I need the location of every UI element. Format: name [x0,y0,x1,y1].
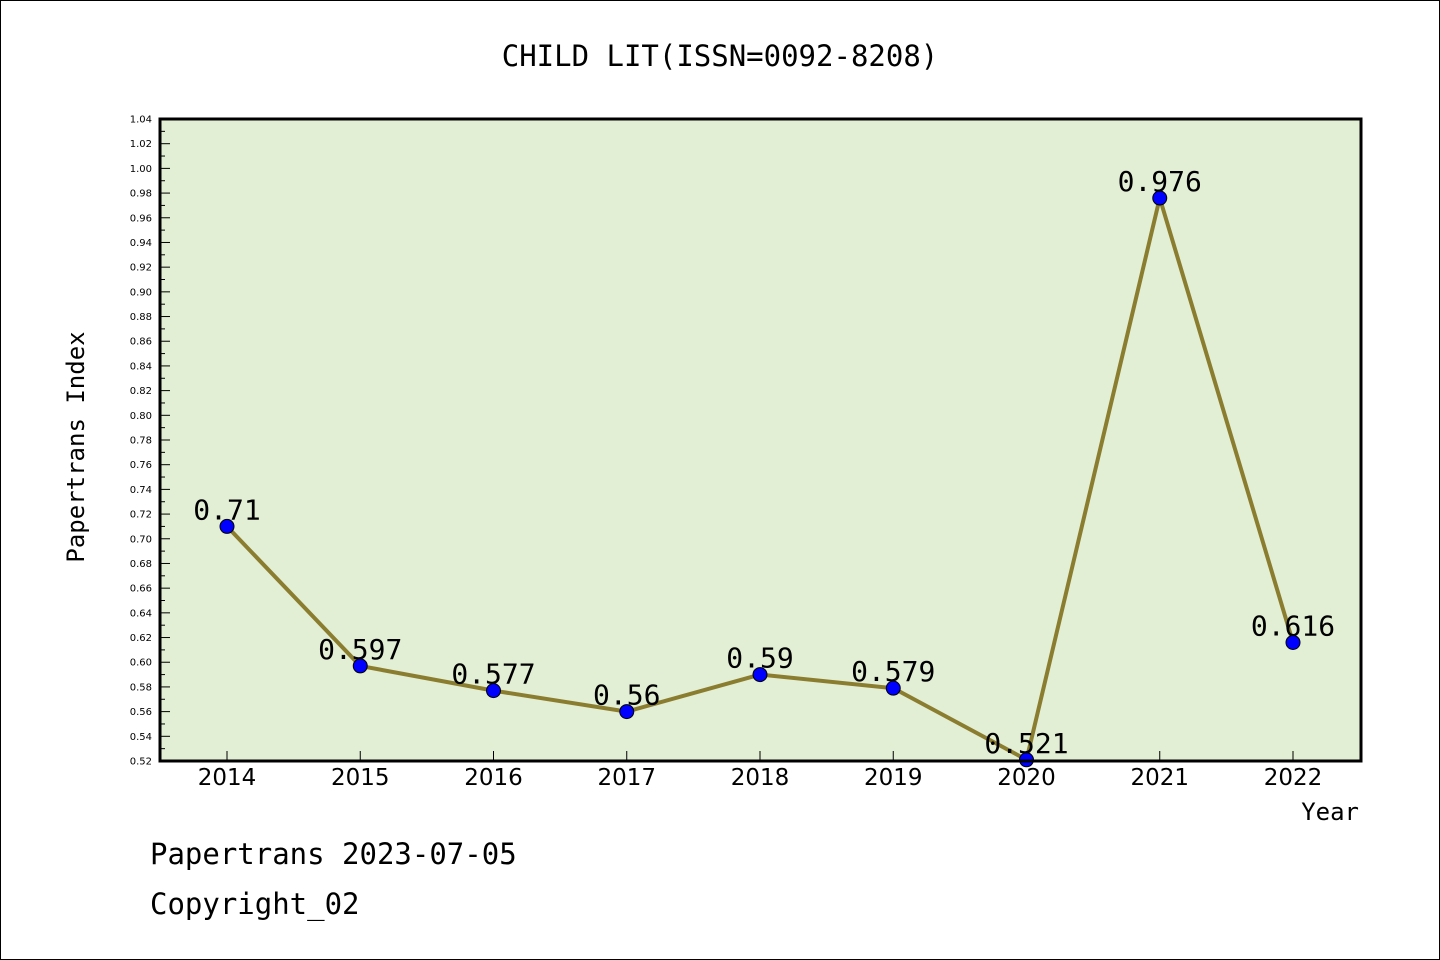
y-tick-label: 0.88 [130,312,152,323]
x-tick-label: 2019 [864,765,923,791]
data-point [1285,634,1301,650]
footer-date-text: Papertrans 2023-07-05 [150,837,517,871]
data-label: 0.579 [851,655,935,688]
data-label: 0.71 [193,493,260,526]
data-point [885,680,901,696]
y-tick-label: 0.66 [130,584,152,595]
data-point [219,518,235,534]
data-label: 0.56 [593,679,660,712]
x-tick-label: 2022 [1264,765,1323,791]
y-tick-label: 0.52 [130,757,152,768]
data-label: 0.616 [1251,609,1335,642]
data-label: 0.577 [451,658,535,691]
y-tick-label: 0.56 [130,707,152,718]
data-label: 0.597 [318,633,402,666]
y-tick-label: 0.96 [130,213,152,224]
x-axis-label: Year [1301,798,1359,826]
data-label: 0.976 [1118,165,1202,198]
x-tick-label: 2017 [597,765,656,791]
y-tick-label: 1.04 [130,115,152,126]
y-tick-label: 1.00 [130,164,152,175]
y-tick-label: 0.92 [130,263,152,274]
y-tick-label: 0.68 [130,559,152,570]
plot-area [160,119,1361,761]
data-point [1152,190,1168,206]
y-tick-label: 0.82 [130,386,152,397]
y-tick-label: 0.84 [130,361,152,372]
y-tick-label: 0.90 [130,287,152,298]
y-tick-label: 0.70 [130,534,152,545]
y-tick-label: 0.86 [130,337,152,348]
y-tick-label: 0.54 [130,732,152,743]
y-tick-label: 0.60 [130,658,152,669]
data-point [752,667,768,683]
data-label: 0.521 [984,727,1068,760]
data-labels: 0.71 0.597 0.577 0.56 0.59 0.579 0.521 0.976 0.6… [193,165,1335,760]
y-tick-label: 0.76 [130,460,152,471]
x-tick-label: 2014 [198,765,257,791]
x-tick-label: 2018 [731,765,790,791]
x-tick-label: 2016 [464,765,523,791]
y-tick-label: 0.78 [130,436,152,447]
data-points [219,190,1301,768]
x-tick-label: 2015 [331,765,390,791]
data-label: 0.59 [726,642,793,675]
data-point [619,704,635,720]
y-tick-label: 0.94 [130,238,152,249]
data-point [486,683,501,699]
x-axis: 2014 2015 2016 2017 2018 2019 2020 2021 2022 [198,751,1323,791]
y-tick-label: 0.74 [130,485,152,496]
x-tick-label: 2020 [997,765,1056,791]
y-tick-label: 0.80 [130,411,152,422]
chart-title: CHILD LIT(ISSN=0092-8208) [502,39,939,73]
y-tick-label: 0.64 [130,608,152,619]
y-tick-label: 0.62 [130,633,152,644]
y-tick-label: 0.58 [130,682,152,693]
footer-copyright-text: Copyright_02 [150,887,360,922]
x-tick-label: 2021 [1130,765,1189,791]
data-point [352,658,368,674]
plot-border [158,117,1363,763]
y-tick-label: 0.72 [130,510,152,521]
y-axis-label: Papertrans Index [62,331,90,562]
y-tick-label: 1.02 [130,139,152,150]
y-tick-label: 0.98 [130,189,152,200]
